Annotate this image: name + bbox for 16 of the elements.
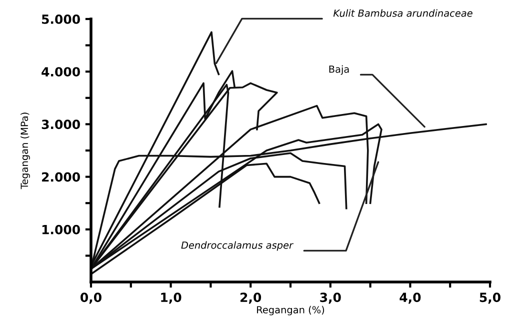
x-tick-label: 3,0 [320,292,341,304]
y-tick-label: 5.000 [42,14,80,24]
x-axis-title: Regangan (%) [257,306,324,316]
x-tick-label: 2,0 [240,292,262,304]
annotation: Kulit Bambusa arundinaceae [333,9,472,17]
x-tick-label: 4,0 [400,292,421,304]
y-tick-label: 2.000 [42,172,80,182]
x-tick-label: 5,0 [480,292,500,304]
y-tick-label: 4.000 [42,67,80,77]
y-axis-title: Tegangan (MPa) [20,112,30,190]
y-tick-label: 3.000 [42,120,80,130]
x-tick-label: 1,0 [161,292,182,304]
annotation: Baja [329,65,349,75]
annotation: Dendroccalamus asper [181,241,294,251]
x-tick-label: 0,0 [80,292,102,304]
y-tick-label: 1.000 [42,224,80,234]
